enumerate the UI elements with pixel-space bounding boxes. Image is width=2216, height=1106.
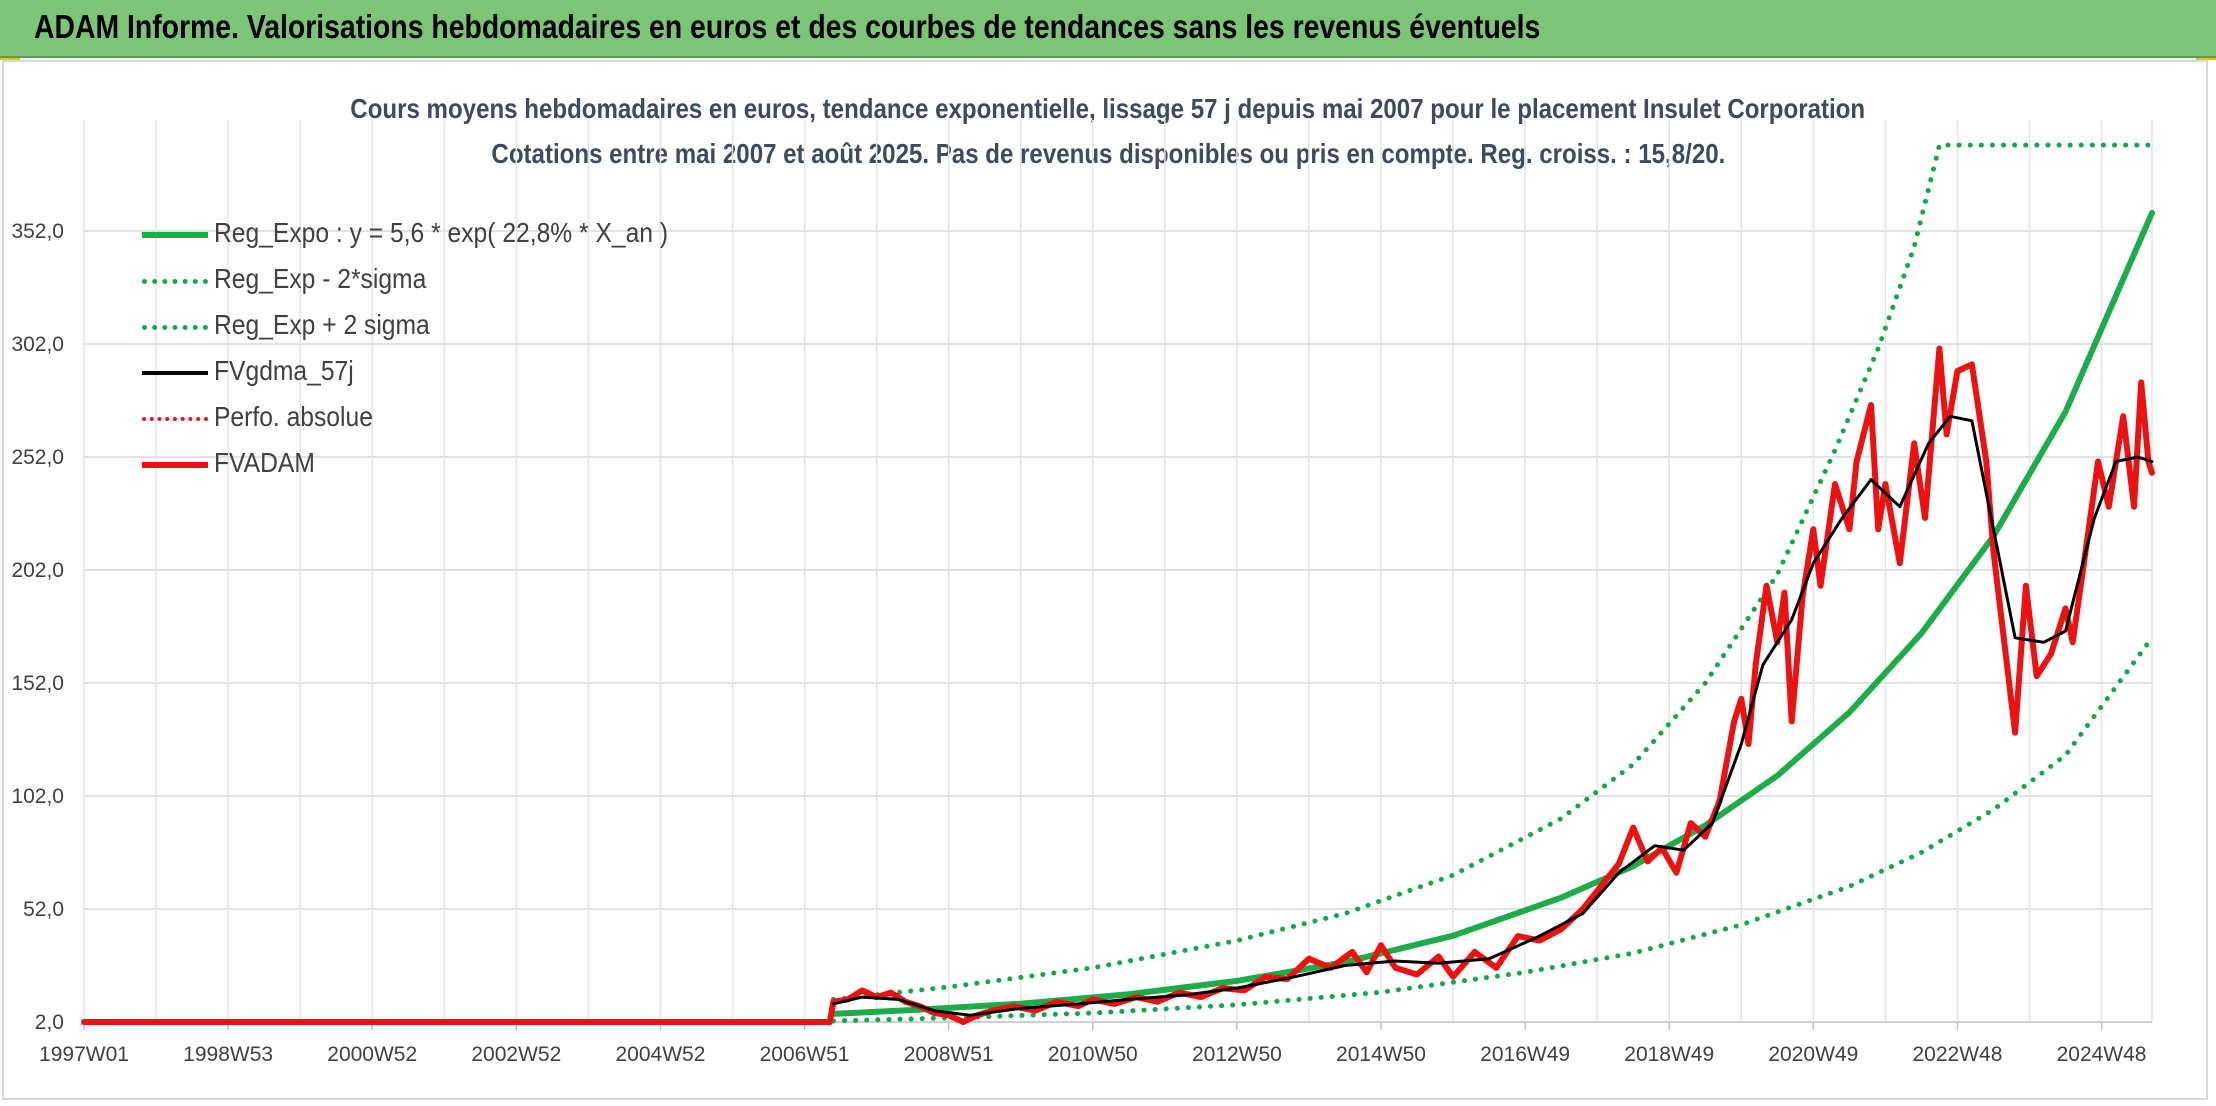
series-line-5 bbox=[81, 345, 2155, 1025]
x-tick-label: 2010W50 bbox=[1048, 1043, 1138, 1066]
x-tick-label: 2020W49 bbox=[1768, 1043, 1858, 1066]
legend-label-fvadam: FVADAM bbox=[214, 447, 315, 478]
chart-frame bbox=[2, 60, 2208, 1100]
legend-swatch-reg-expo bbox=[142, 232, 208, 238]
x-tick-label: 2024W48 bbox=[2057, 1043, 2147, 1066]
legend-swatch-fvgdma bbox=[142, 371, 208, 375]
x-tick-label: 2016W49 bbox=[1480, 1043, 1570, 1066]
chart-title: Cours moyens hebdomadaires en euros, ten… bbox=[0, 93, 2216, 125]
legend-label-reg-exp-plus: Reg_Exp + 2 sigma bbox=[214, 309, 430, 340]
header-banner: ADAM Informe. Valorisations hebdomadaire… bbox=[0, 0, 2216, 58]
x-tick-label: 1997W01 bbox=[39, 1043, 129, 1066]
y-tick-label: 102,0 bbox=[11, 785, 64, 808]
legend-label-fvgdma: FVgdma_57j bbox=[214, 355, 354, 386]
x-tick-label: 2002W52 bbox=[471, 1043, 561, 1066]
legend-label-perfo: Perfo. absolue bbox=[214, 401, 373, 432]
legend-label-reg-expo: Reg_Expo : y = 5,6 * exp( 22,8% * X_an ) bbox=[214, 217, 669, 248]
chart-subtitle: Cotations entre mai 2007 et août 2025. P… bbox=[0, 138, 2216, 170]
chart-subtitle-text: Cotations entre mai 2007 et août 2025. P… bbox=[491, 138, 1725, 169]
legend-swatch-fvadam bbox=[142, 462, 208, 468]
y-tick-label: 252,0 bbox=[11, 446, 64, 469]
report-title: ADAM Informe. Valorisations hebdomadaire… bbox=[34, 8, 1541, 45]
x-tick-label: 2012W50 bbox=[1192, 1043, 1282, 1066]
x-tick-label: 1998W53 bbox=[183, 1043, 273, 1066]
legend-swatch-perfo bbox=[142, 417, 208, 421]
x-tick-label: 2004W52 bbox=[615, 1043, 705, 1066]
x-tick-label: 2014W50 bbox=[1336, 1043, 1426, 1066]
y-tick-label: 2,0 bbox=[35, 1011, 64, 1034]
series-lines bbox=[81, 142, 2155, 1025]
chart-title-text: Cours moyens hebdomadaires en euros, ten… bbox=[350, 93, 1866, 124]
y-tick-label: 152,0 bbox=[11, 672, 64, 695]
y-tick-label: 52,0 bbox=[23, 898, 64, 921]
y-tick-label: 302,0 bbox=[11, 333, 64, 356]
axis-labels: 2,0 52,0 102,0 152,0 202,0 252,0 302,0 352,0 199… bbox=[11, 220, 2146, 1066]
x-tick-label: 2006W51 bbox=[760, 1043, 850, 1066]
series-line-0 bbox=[830, 209, 2155, 1017]
y-tick-label: 352,0 bbox=[11, 220, 64, 243]
series-line-3 bbox=[831, 414, 2154, 1017]
x-tick-label: 2018W49 bbox=[1624, 1043, 1714, 1066]
y-tick-label: 202,0 bbox=[11, 559, 64, 582]
x-tick-label: 2000W52 bbox=[327, 1043, 417, 1066]
grid-lines bbox=[83, 120, 2153, 1023]
legend-swatch-reg-exp-plus bbox=[142, 325, 208, 330]
legend-swatch-reg-exp-minus bbox=[142, 279, 208, 284]
series-line-2 bbox=[830, 142, 2155, 1002]
x-tick-label: 2008W51 bbox=[904, 1043, 994, 1066]
legend-label-reg-exp-minus: Reg_Exp - 2*sigma bbox=[214, 263, 427, 294]
x-tick-label: 2022W48 bbox=[1912, 1043, 2002, 1066]
